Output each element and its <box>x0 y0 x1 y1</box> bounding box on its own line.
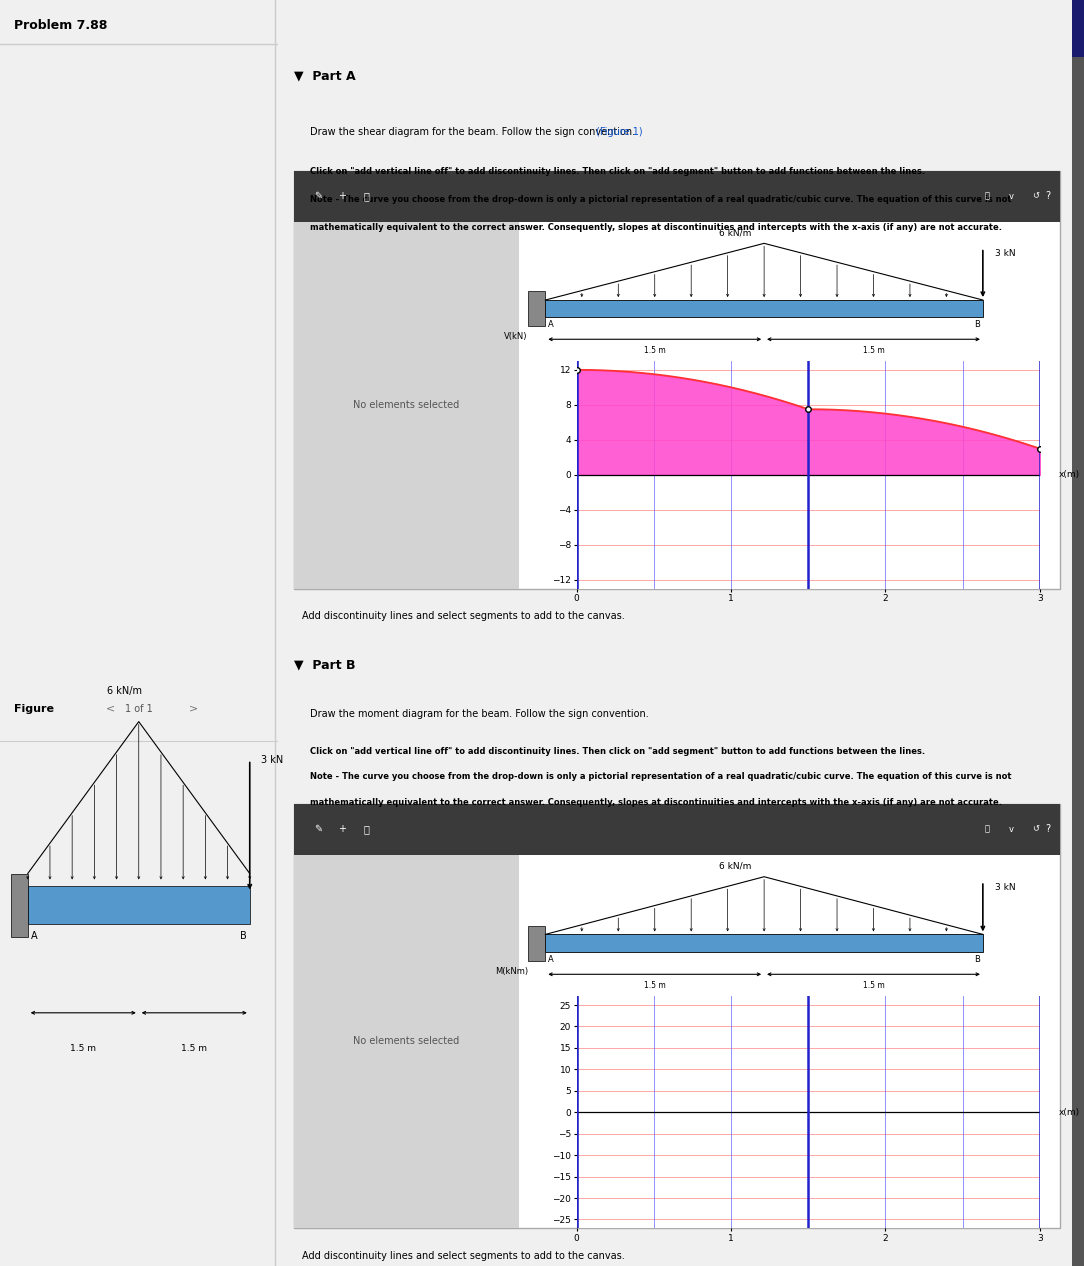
Text: (Figure 1): (Figure 1) <box>596 127 643 137</box>
Text: ?: ? <box>1045 824 1050 834</box>
Text: Figure: Figure <box>14 704 54 714</box>
Text: v: v <box>1009 824 1014 834</box>
Text: No elements selected: No elements selected <box>353 400 460 410</box>
Text: <: < <box>105 704 115 714</box>
Text: mathematically equivalent to the correct answer. Consequently, slopes at discont: mathematically equivalent to the correct… <box>310 223 1002 232</box>
Text: V(kN): V(kN) <box>504 332 528 341</box>
Text: B: B <box>975 955 980 963</box>
Text: 3 kN: 3 kN <box>261 755 283 765</box>
Text: Problem 7.88: Problem 7.88 <box>14 19 107 32</box>
Text: A: A <box>549 955 554 963</box>
Text: mathematically equivalent to the correct answer. Consequently, slopes at discont: mathematically equivalent to the correct… <box>310 798 1002 806</box>
Text: B: B <box>975 320 980 329</box>
Bar <box>1072 0 1084 57</box>
Text: 🗑: 🗑 <box>363 824 370 834</box>
Bar <box>528 925 545 961</box>
Text: ↺: ↺ <box>1032 191 1040 201</box>
Text: Note - The curve you choose from the drop-down is only a pictorial representatio: Note - The curve you choose from the dro… <box>310 772 1011 781</box>
Text: 💡: 💡 <box>984 191 990 201</box>
Text: Add discontinuity lines and select segments to add to the canvas.: Add discontinuity lines and select segme… <box>301 611 624 622</box>
Text: 6 kN/m: 6 kN/m <box>107 686 142 696</box>
Text: ▼  Part A: ▼ Part A <box>294 70 356 82</box>
Text: ✎: ✎ <box>313 824 322 834</box>
Bar <box>0 0 278 38</box>
Text: M(kNm): M(kNm) <box>494 967 528 976</box>
Text: x(m): x(m) <box>1058 471 1080 480</box>
Text: 1.5 m: 1.5 m <box>863 346 885 356</box>
Bar <box>1072 0 1084 1266</box>
Bar <box>294 804 1060 1228</box>
Text: 🗑: 🗑 <box>363 191 370 201</box>
Text: 6 kN/m: 6 kN/m <box>719 228 751 237</box>
Bar <box>294 171 1060 589</box>
Bar <box>294 222 519 589</box>
Text: x(m): x(m) <box>1058 1108 1080 1117</box>
Text: >: > <box>189 704 198 714</box>
Text: ?: ? <box>1045 191 1050 201</box>
Text: v: v <box>1009 191 1014 201</box>
Text: 💡: 💡 <box>984 824 990 834</box>
Text: ✎: ✎ <box>313 191 322 201</box>
Bar <box>28 886 249 924</box>
Text: 1 of 1: 1 of 1 <box>125 704 153 714</box>
Text: Note - The curve you choose from the drop-down is only a pictorial representatio: Note - The curve you choose from the dro… <box>310 195 1011 204</box>
Bar <box>528 291 545 327</box>
Bar <box>294 855 519 1228</box>
Text: 1.5 m: 1.5 m <box>181 1044 207 1053</box>
Text: ▼  Part B: ▼ Part B <box>294 658 356 671</box>
Text: 1.5 m: 1.5 m <box>644 346 666 356</box>
Text: 3 kN: 3 kN <box>994 249 1015 258</box>
Text: A: A <box>549 320 554 329</box>
Text: 1.5 m: 1.5 m <box>863 981 885 990</box>
Text: ↺: ↺ <box>1032 824 1040 834</box>
Text: +: + <box>338 824 346 834</box>
Text: B: B <box>241 931 247 941</box>
Text: +: + <box>338 191 346 201</box>
Bar <box>11 874 28 937</box>
Text: Click on "add vertical line off" to add discontinuity lines. Then click on "add : Click on "add vertical line off" to add … <box>310 747 925 756</box>
Bar <box>545 934 983 952</box>
Text: 6 kN/m: 6 kN/m <box>719 862 751 871</box>
Text: Click on "add vertical line off" to add discontinuity lines. Then click on "add : Click on "add vertical line off" to add … <box>310 167 925 176</box>
Text: Draw the shear diagram for the beam. Follow the sign convention.: Draw the shear diagram for the beam. Fol… <box>310 127 638 137</box>
Bar <box>545 300 983 318</box>
Text: A: A <box>30 931 37 941</box>
Text: Draw the moment diagram for the beam. Follow the sign convention.: Draw the moment diagram for the beam. Fo… <box>310 709 648 719</box>
Text: Add discontinuity lines and select segments to add to the canvas.: Add discontinuity lines and select segme… <box>301 1251 624 1261</box>
Bar <box>294 171 1060 222</box>
Text: 3 kN: 3 kN <box>994 882 1015 893</box>
Text: No elements selected: No elements selected <box>353 1037 460 1046</box>
Bar <box>294 804 1060 855</box>
Text: 1.5 m: 1.5 m <box>644 981 666 990</box>
Text: 1.5 m: 1.5 m <box>70 1044 96 1053</box>
